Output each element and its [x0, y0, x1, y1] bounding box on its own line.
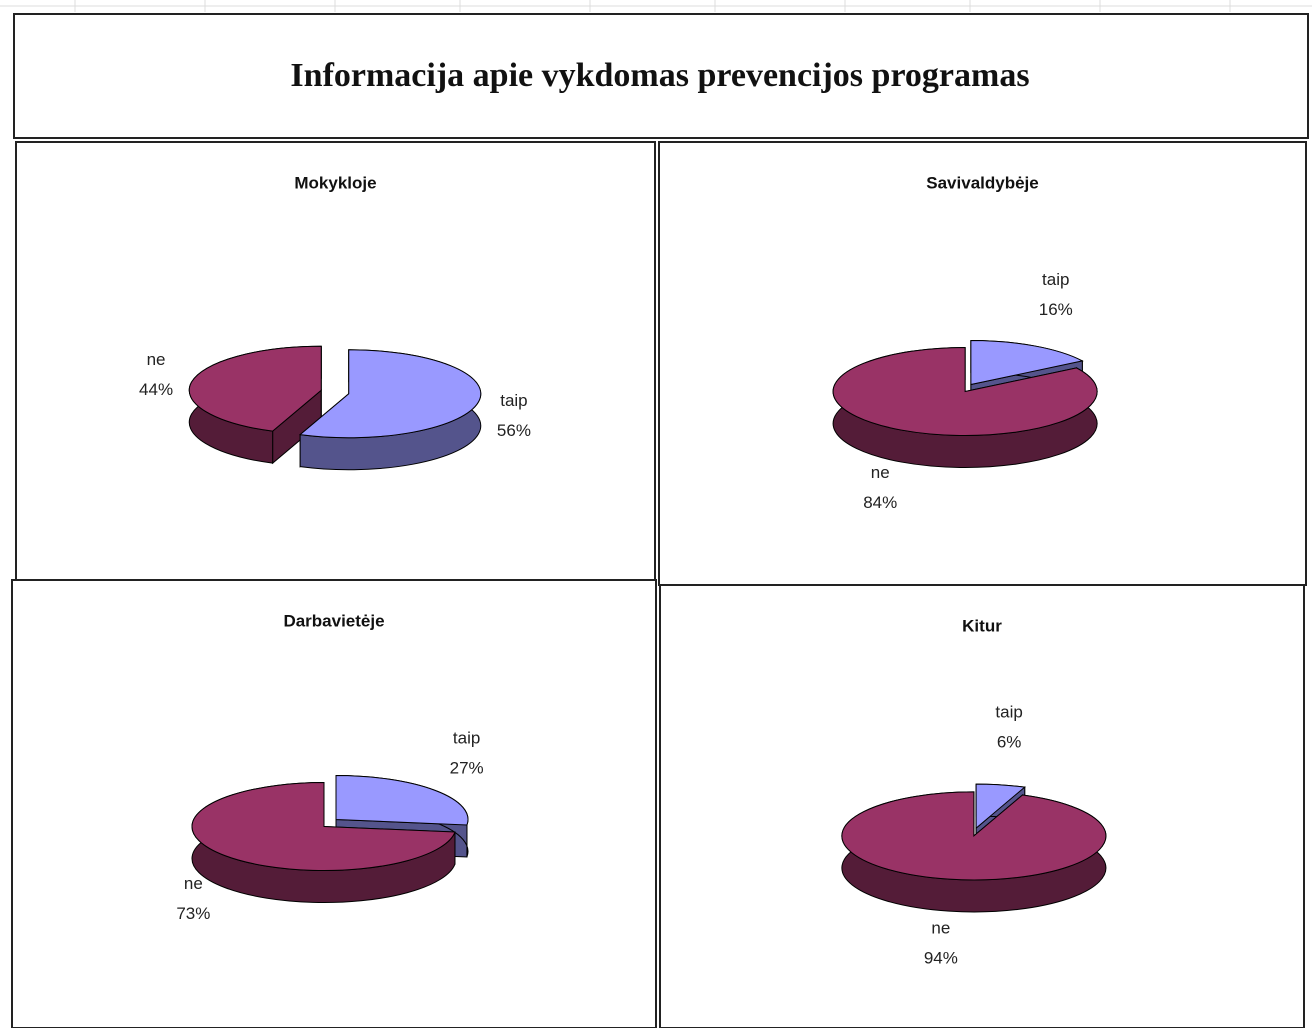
slice-value-label: 6% [997, 732, 1022, 751]
chart-title: Mokykloje [294, 173, 376, 192]
slice-category-label: taip [995, 702, 1022, 721]
slice-category-label: taip [453, 729, 480, 748]
slice-category-label: ne [931, 919, 950, 938]
slice-category-label: taip [1042, 270, 1069, 289]
pie-slice [832, 347, 1098, 436]
pie-slice [975, 783, 1026, 830]
slice-category-label: ne [871, 463, 890, 482]
slice-value-label: 27% [450, 759, 484, 778]
slice-value-label: 94% [924, 949, 958, 968]
pie-slice [970, 339, 1084, 386]
pie-slice [298, 349, 482, 439]
chart-title: Darbavietėje [283, 611, 384, 630]
title-box [13, 13, 1309, 139]
slice-category-label: taip [500, 391, 527, 410]
chart-title: Kitur [962, 616, 1002, 635]
chart-panel [15, 141, 656, 581]
pie-slice [335, 774, 469, 826]
slice-value-label: 44% [139, 380, 173, 399]
slice-value-label: 16% [1039, 300, 1073, 319]
slice-category-label: ne [184, 874, 203, 893]
slice-value-label: 84% [863, 493, 897, 512]
sheet-grid [0, 0, 1312, 12]
pie-slice [188, 345, 322, 432]
slice-value-label: 73% [176, 904, 210, 923]
slice-category-label: ne [147, 350, 166, 369]
pie-slice [191, 782, 456, 872]
slice-value-label: 56% [497, 421, 531, 440]
pie-slice [841, 791, 1107, 881]
page-title: Informacija apie vykdomas prevencijos pr… [290, 57, 1029, 94]
chart-title: Savivaldybėje [926, 173, 1038, 192]
chart-panel [11, 579, 657, 1028]
